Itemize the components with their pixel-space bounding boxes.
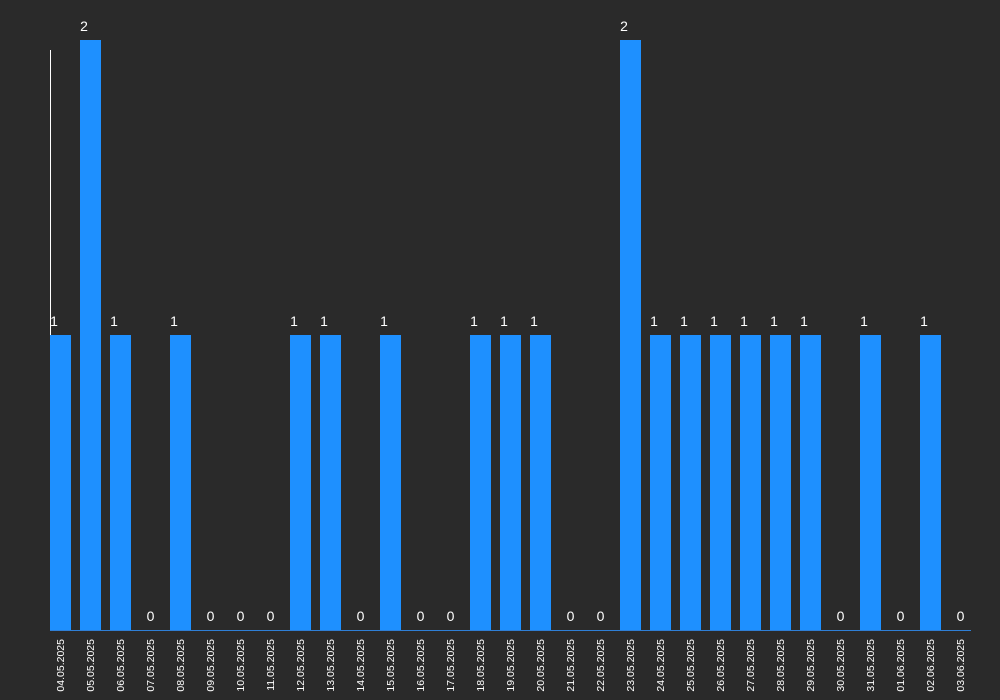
data-label-04.05.2025: 1 (50, 313, 58, 329)
x-tick-label-04.05.2025: 04.05.2025 (55, 639, 67, 692)
data-label-22.05.2025: 0 (597, 608, 605, 624)
data-labels-group: 1 2 1 0 1 0 0 0 1 1 0 1 0 0 1 1 1 0 0 2 1 1 1 1 1 1 0 1 0 1 0 (50, 18, 965, 624)
x-tick-label-12.05.2025: 12.05.2025 (295, 639, 307, 692)
bar-23.05.2025 (620, 40, 641, 630)
bars-group (50, 40, 941, 630)
bar-25.05.2025 (680, 335, 701, 630)
x-tick-label-29.05.2025: 29.05.2025 (805, 639, 817, 692)
bar-29.05.2025 (800, 335, 821, 630)
data-label-31.05.2025: 1 (860, 313, 868, 329)
x-tick-label-31.05.2025: 31.05.2025 (865, 639, 877, 692)
x-tick-label-30.05.2025: 30.05.2025 (835, 639, 847, 692)
data-label-12.05.2025: 1 (290, 313, 298, 329)
x-tick-label-23.05.2025: 23.05.2025 (625, 639, 637, 692)
x-tick-label-22.05.2025: 22.05.2025 (595, 639, 607, 692)
x-tick-label-07.05.2025: 07.05.2025 (145, 639, 157, 692)
bar-06.05.2025 (110, 335, 131, 630)
bar-20.05.2025 (530, 335, 551, 630)
x-tick-label-08.05.2025: 08.05.2025 (175, 639, 187, 692)
x-tick-label-18.05.2025: 18.05.2025 (475, 639, 487, 692)
data-label-29.05.2025: 1 (800, 313, 808, 329)
x-tick-label-25.05.2025: 25.05.2025 (685, 639, 697, 692)
bar-24.05.2025 (650, 335, 671, 630)
data-label-11.05.2025: 0 (267, 608, 275, 624)
data-label-19.05.2025: 1 (500, 313, 508, 329)
data-label-05.05.2025: 2 (80, 18, 88, 34)
data-label-24.05.2025: 1 (650, 313, 658, 329)
data-label-21.05.2025: 0 (567, 608, 575, 624)
bar-04.05.2025 (50, 335, 71, 630)
data-label-08.05.2025: 1 (170, 313, 178, 329)
x-tick-label-27.05.2025: 27.05.2025 (745, 639, 757, 692)
data-label-26.05.2025: 1 (710, 313, 718, 329)
bar-02.06.2025 (920, 335, 941, 630)
x-tick-label-15.05.2025: 15.05.2025 (385, 639, 397, 692)
x-tick-label-19.05.2025: 19.05.2025 (505, 639, 517, 692)
bar-08.05.2025 (170, 335, 191, 630)
x-tick-label-13.05.2025: 13.05.2025 (325, 639, 337, 692)
bar-27.05.2025 (740, 335, 761, 630)
x-tick-label-20.05.2025: 20.05.2025 (535, 639, 547, 692)
bar-31.05.2025 (860, 335, 881, 630)
data-label-30.05.2025: 0 (837, 608, 845, 624)
data-label-25.05.2025: 1 (680, 313, 688, 329)
x-tick-label-28.05.2025: 28.05.2025 (775, 639, 787, 692)
data-label-17.05.2025: 0 (447, 608, 455, 624)
x-tick-label-09.05.2025: 09.05.2025 (205, 639, 217, 692)
x-tick-label-16.05.2025: 16.05.2025 (415, 639, 427, 692)
x-tick-label-03.06.2025: 03.06.2025 (955, 639, 967, 692)
x-tick-label-10.05.2025: 10.05.2025 (235, 639, 247, 692)
x-tick-label-21.05.2025: 21.05.2025 (565, 639, 577, 692)
data-label-27.05.2025: 1 (740, 313, 748, 329)
data-label-15.05.2025: 1 (380, 313, 388, 329)
bar-12.05.2025 (290, 335, 311, 630)
data-label-10.05.2025: 0 (237, 608, 245, 624)
bar-05.05.2025 (80, 40, 101, 630)
bar-19.05.2025 (500, 335, 521, 630)
x-tick-label-06.05.2025: 06.05.2025 (115, 639, 127, 692)
data-label-18.05.2025: 1 (470, 313, 478, 329)
data-label-09.05.2025: 0 (207, 608, 215, 624)
bar-18.05.2025 (470, 335, 491, 630)
bar-15.05.2025 (380, 335, 401, 630)
data-label-13.05.2025: 1 (320, 313, 328, 329)
data-label-03.06.2025: 0 (957, 608, 965, 624)
x-tick-label-24.05.2025: 24.05.2025 (655, 639, 667, 692)
x-tick-label-14.05.2025: 14.05.2025 (355, 639, 367, 692)
x-tick-label-17.05.2025: 17.05.2025 (445, 639, 457, 692)
x-tick-label-02.06.2025: 02.06.2025 (925, 639, 937, 692)
x-tick-label-05.05.2025: 05.05.2025 (85, 639, 97, 692)
data-label-07.05.2025: 0 (147, 608, 155, 624)
data-label-02.06.2025: 1 (920, 313, 928, 329)
data-label-01.06.2025: 0 (897, 608, 905, 624)
x-tick-label-26.05.2025: 26.05.2025 (715, 639, 727, 692)
data-label-28.05.2025: 1 (770, 313, 778, 329)
data-label-23.05.2025: 2 (620, 18, 628, 34)
bar-28.05.2025 (770, 335, 791, 630)
data-label-14.05.2025: 0 (357, 608, 365, 624)
x-tick-labels-group: 04.05.2025 05.05.2025 06.05.2025 07.05.2025… (55, 639, 967, 692)
data-label-20.05.2025: 1 (530, 313, 538, 329)
bar-13.05.2025 (320, 335, 341, 630)
x-tick-label-01.06.2025: 01.06.2025 (895, 639, 907, 692)
bar-26.05.2025 (710, 335, 731, 630)
data-label-06.05.2025: 1 (110, 313, 118, 329)
data-label-16.05.2025: 0 (417, 608, 425, 624)
x-tick-label-11.05.2025: 11.05.2025 (265, 639, 277, 691)
